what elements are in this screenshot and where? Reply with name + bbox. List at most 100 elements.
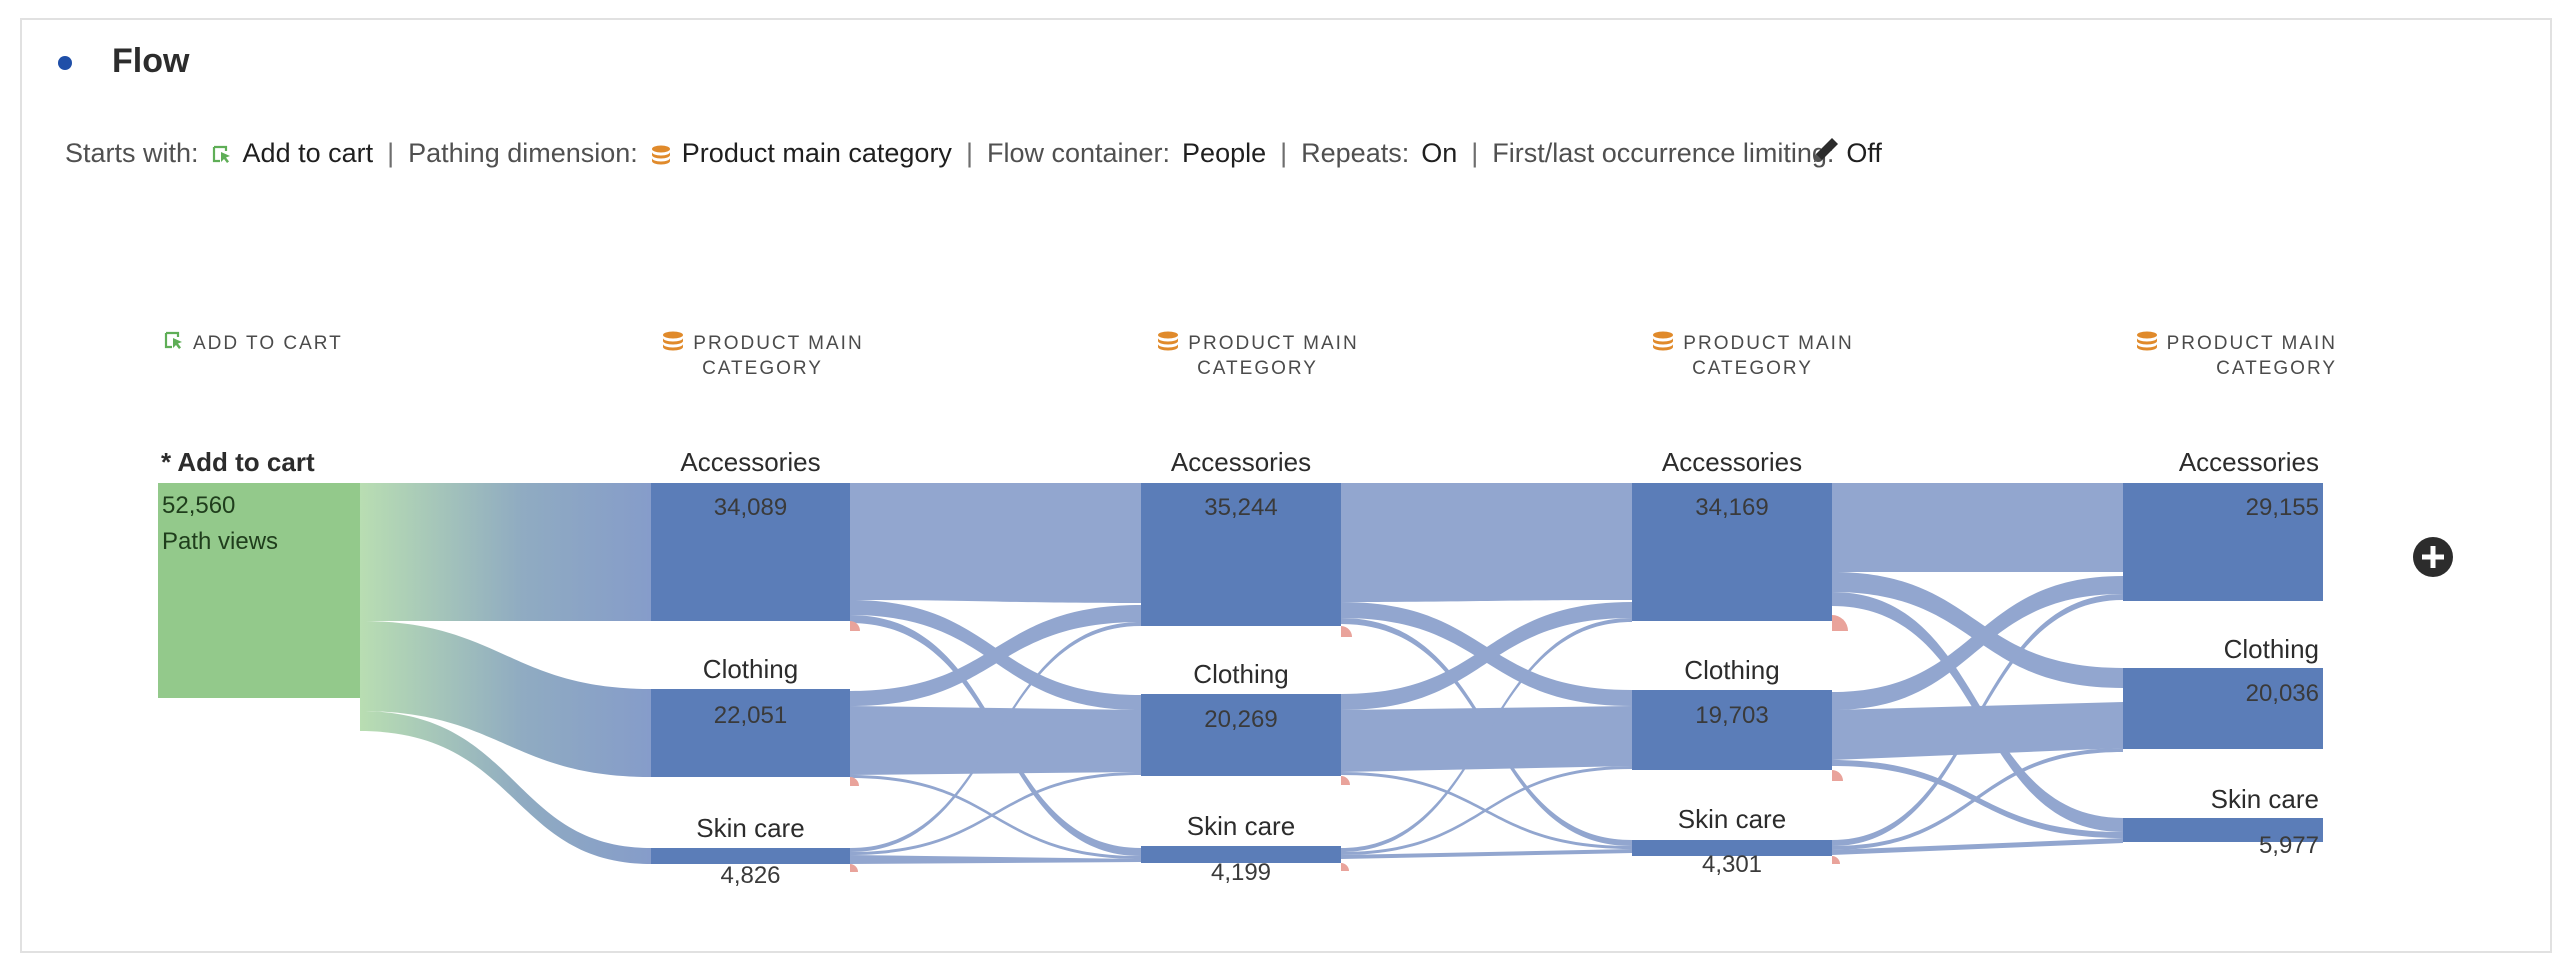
column-header-title: PRODUCT MAIN [2166,333,2337,355]
plus-circle-icon[interactable] [2412,536,2454,578]
dimension-icon [2135,330,2159,358]
column-header-3[interactable]: PRODUCT MAIN CATEGORY [1645,330,1860,380]
node-value: 34,089 [713,494,788,521]
dimension-icon [1651,330,1675,358]
node-value: 19,703 [1695,702,1769,729]
node-clothing[interactable] [651,689,850,777]
start-node-caption: Path views [162,528,279,555]
column-header-1[interactable]: PRODUCT MAIN CATEGORY [655,330,870,380]
node-label: Accessories [2178,447,2319,477]
node-value: 20,269 [1204,706,1278,733]
flow-link[interactable] [1341,849,1632,859]
exit-marker [1341,863,1349,871]
flow-link[interactable] [1341,602,1632,710]
node-label: Accessories [680,447,821,477]
exit-marker [1832,615,1848,631]
start-node-value: 52,560 [162,492,236,519]
node-label: Skin care [1677,804,1787,834]
node-value: 4,301 [1701,851,1763,878]
node-clothing[interactable] [2123,668,2323,749]
exit-marker [850,777,859,786]
dimension-icon [1156,330,1180,358]
start-node-label: * Add to cart [161,447,315,477]
flow-link[interactable] [1341,618,1632,852]
flow-link[interactable] [1832,576,2123,710]
node-accessories[interactable] [2123,483,2323,601]
node-skin-care[interactable] [1632,840,1832,856]
node-clothing[interactable] [1141,694,1341,776]
column-header-0[interactable]: ADD TO CART [163,330,343,358]
flow-link[interactable] [1341,483,1632,602]
node-label: Clothing [702,654,799,684]
node-value: 4,199 [1210,859,1272,886]
exit-marker [850,621,860,631]
flow-link[interactable] [850,855,1141,864]
pathing-dimension-label: Pathing dimension: [408,137,638,168]
flow-link[interactable] [360,711,651,864]
flow-link[interactable] [1832,483,2123,572]
flow-link[interactable] [1832,838,2123,855]
flow-link[interactable] [360,483,651,621]
node-clothing[interactable] [1632,690,1832,770]
node-accessories[interactable] [1632,483,1832,621]
node-value: 29,155 [2245,494,2319,521]
occurrence-limiting-label: First/last occurrence limiting: [1492,137,1835,168]
node-label: Skin care [696,813,805,843]
panel-status-dot [58,56,72,70]
flow-link[interactable] [1832,572,2123,688]
exit-marker [850,864,858,872]
starts-with-label: Starts with: [65,137,199,168]
node-label: Skin care [1186,811,1296,841]
exit-marker [1341,776,1350,785]
column-header-subtitle: CATEGORY [2216,358,2337,379]
column-header-title: ADD TO CART [193,333,343,355]
flow-link[interactable] [1341,766,1632,855]
node-value: 5,977 [2258,832,2319,859]
flow-link[interactable] [850,772,1141,855]
flow-link[interactable] [360,621,651,777]
node-value: 35,244 [1204,494,1278,521]
start-node[interactable] [158,483,360,698]
panel-title: Flow [112,42,190,80]
column-header-subtitle: CATEGORY [1692,358,1813,379]
flow-settings-summary[interactable]: Starts with: Add to cart | Pathing dimen… [65,133,1882,173]
node-value: 22,051 [713,702,788,729]
event-icon [211,142,233,164]
flow-link[interactable] [850,483,1141,603]
pencil-icon[interactable] [1808,132,1844,168]
node-skin-care[interactable] [2123,818,2323,842]
flow-container-label: Flow container: [986,137,1171,168]
column-header-title: PRODUCT MAIN [693,333,864,355]
column-header-title: PRODUCT MAIN [1683,333,1854,355]
node-label: Clothing [1684,655,1780,685]
node-skin-care[interactable] [1141,846,1341,863]
flow-link[interactable] [850,706,1141,775]
column-header-subtitle: CATEGORY [1197,358,1318,379]
exit-marker [1832,856,1840,864]
repeats-value: On [1421,137,1458,168]
flow-link[interactable] [1341,706,1632,772]
node-accessories[interactable] [651,483,850,621]
flow-link[interactable] [850,775,1141,859]
flow-link[interactable] [1832,748,2123,850]
pathing-dimension-value: Product main category [681,137,952,168]
node-label: Accessories [1170,447,1312,477]
repeats-label: Repeats: [1301,137,1410,168]
column-header-4[interactable]: PRODUCT MAIN CATEGORY [2132,330,2337,380]
node-label: Skin care [2210,784,2319,814]
column-header-2[interactable]: PRODUCT MAIN CATEGORY [1150,330,1365,380]
starts-with-value: Add to cart [242,137,374,168]
flow-container-value: People [1182,137,1267,168]
flow-link[interactable] [1832,702,2123,760]
node-value: 4,826 [720,862,781,889]
node-skin-care[interactable] [651,848,850,864]
occurrence-limiting-value: Off [1846,137,1882,168]
flow-link[interactable] [850,605,1141,706]
node-label: Clothing [2223,634,2319,664]
separator: | [965,137,973,168]
node-accessories[interactable] [1141,483,1341,626]
node-value: 20,036 [2245,680,2319,707]
node-label: Clothing [1193,659,1289,689]
flow-link[interactable] [850,622,1141,852]
